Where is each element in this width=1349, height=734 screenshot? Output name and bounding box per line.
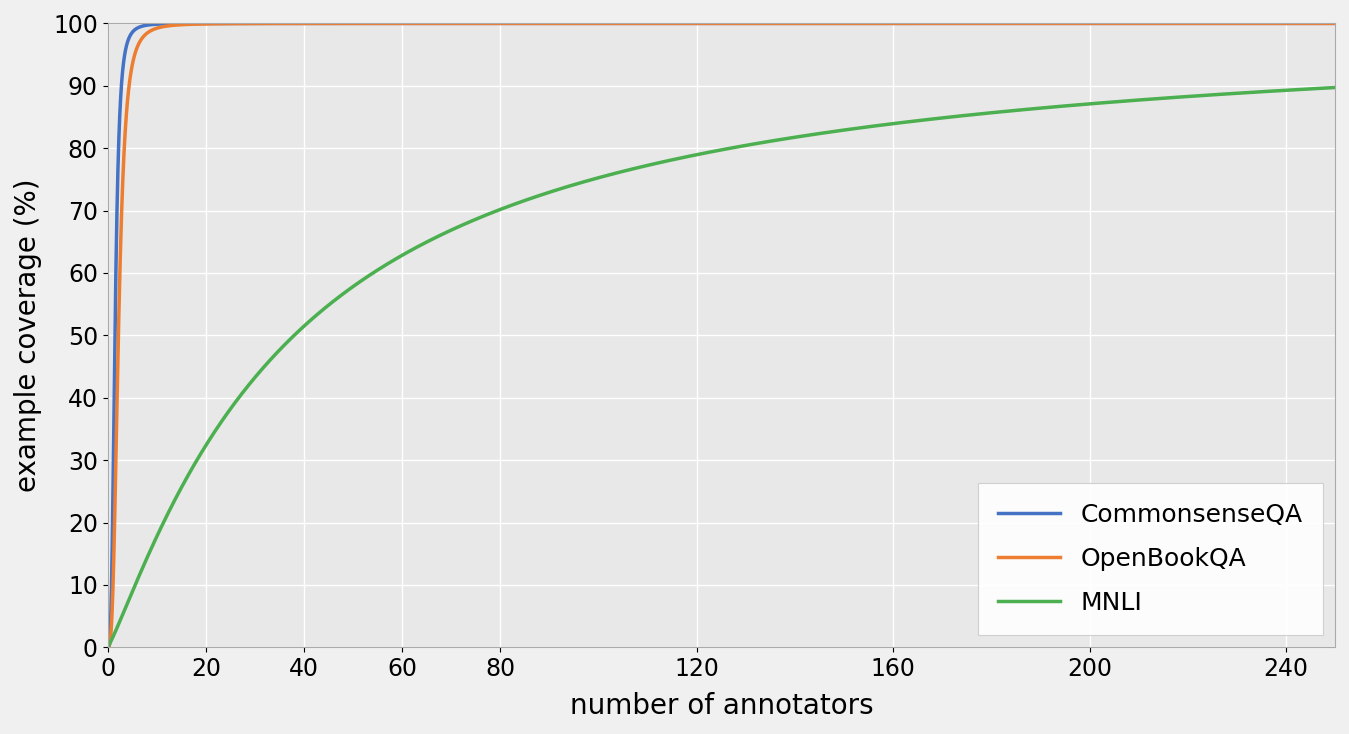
OpenBookQA <box>100 643 116 652</box>
MNLI <box>1101 98 1117 106</box>
CommonsenseQA <box>745 19 761 28</box>
MNLI <box>759 137 776 146</box>
Line: MNLI: MNLI <box>108 87 1336 647</box>
MNLI <box>100 643 116 652</box>
Line: OpenBookQA: OpenBookQA <box>108 23 1336 647</box>
MNLI <box>241 379 258 388</box>
CommonsenseQA <box>1327 19 1344 28</box>
OpenBookQA <box>502 19 518 28</box>
X-axis label: number of annotators: number of annotators <box>569 692 873 720</box>
Y-axis label: example coverage (%): example coverage (%) <box>13 178 42 492</box>
OpenBookQA <box>759 19 776 28</box>
Line: CommonsenseQA: CommonsenseQA <box>108 23 1336 647</box>
MNLI <box>1327 83 1344 92</box>
CommonsenseQA <box>1101 19 1117 28</box>
CommonsenseQA <box>1237 19 1253 28</box>
CommonsenseQA <box>759 19 776 28</box>
OpenBookQA <box>1101 19 1117 28</box>
MNLI <box>1237 88 1253 97</box>
CommonsenseQA <box>723 19 739 28</box>
OpenBookQA <box>241 19 258 28</box>
MNLI <box>745 140 761 149</box>
CommonsenseQA <box>100 643 116 652</box>
Legend: CommonsenseQA, OpenBookQA, MNLI: CommonsenseQA, OpenBookQA, MNLI <box>978 483 1322 635</box>
OpenBookQA <box>1237 19 1253 28</box>
OpenBookQA <box>978 19 994 28</box>
CommonsenseQA <box>978 19 994 28</box>
CommonsenseQA <box>241 19 258 28</box>
OpenBookQA <box>1327 19 1344 28</box>
MNLI <box>978 109 994 117</box>
OpenBookQA <box>745 19 761 28</box>
